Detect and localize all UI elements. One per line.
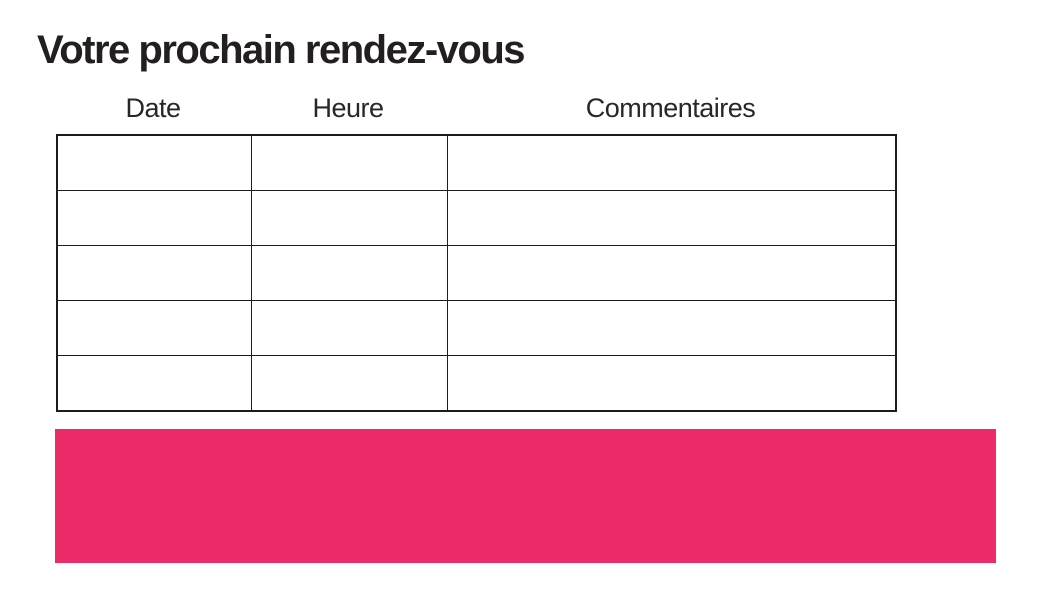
page-title: Votre prochain rendez-vous xyxy=(37,28,526,72)
appointments-table xyxy=(56,134,897,412)
table-cell xyxy=(56,134,252,191)
table-row xyxy=(56,245,897,301)
column-header-date: Date xyxy=(125,93,181,123)
table-cell xyxy=(250,190,448,246)
table-row xyxy=(56,190,897,246)
table-cell xyxy=(56,190,252,246)
table-row xyxy=(56,300,897,356)
table-column-headers: Date Heure Commentaires xyxy=(56,92,895,124)
table-row xyxy=(56,134,897,191)
column-header-heure: Heure xyxy=(312,93,384,123)
table-cell xyxy=(250,134,448,191)
appointments-table-body xyxy=(56,134,897,412)
pink-banner xyxy=(55,429,996,563)
table-cell xyxy=(446,245,897,301)
table-cell xyxy=(56,245,252,301)
table-cell xyxy=(446,300,897,356)
table-cell xyxy=(56,300,252,356)
table-cell xyxy=(446,134,897,191)
table-cell xyxy=(250,355,448,412)
table-cell xyxy=(446,190,897,246)
table-row xyxy=(56,355,897,412)
table-cell xyxy=(250,245,448,301)
table-cell xyxy=(250,300,448,356)
table-cell xyxy=(446,355,897,412)
table-cell xyxy=(56,355,252,412)
column-header-commentaires: Commentaires xyxy=(585,93,756,123)
